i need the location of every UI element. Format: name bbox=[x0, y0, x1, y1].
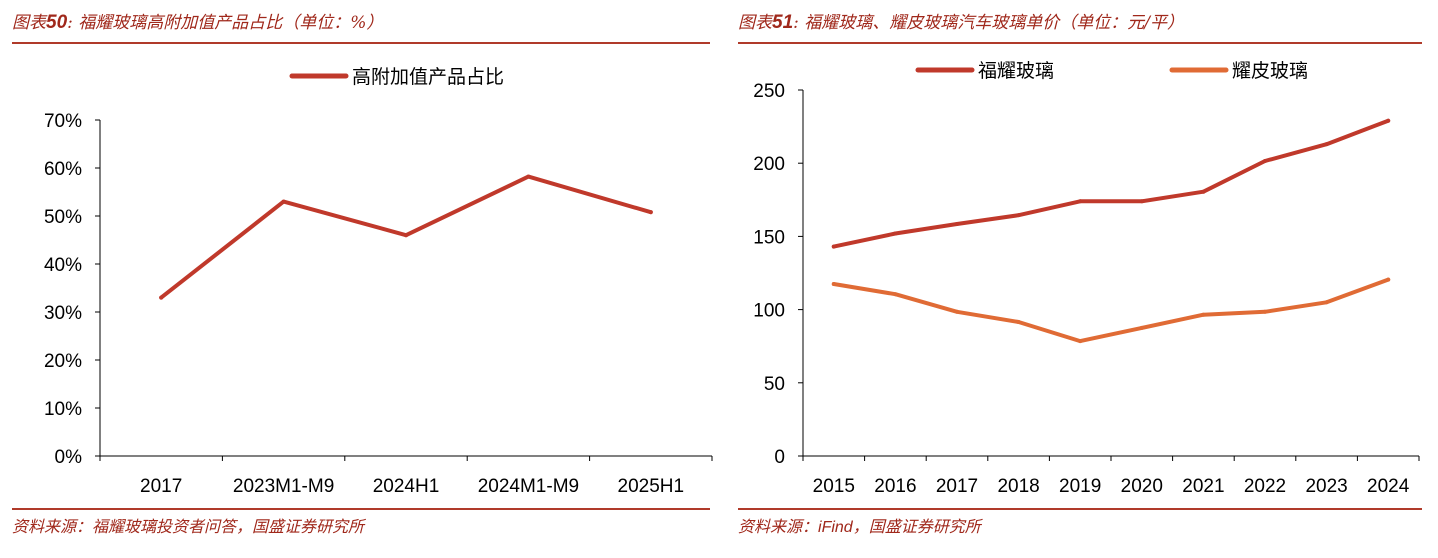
data-point bbox=[1201, 312, 1206, 317]
data-point bbox=[1386, 118, 1391, 123]
data-point bbox=[526, 174, 531, 179]
y-tick-label: 70% bbox=[44, 111, 82, 132]
y-tick-label: 100 bbox=[753, 301, 785, 322]
x-tick-label: 2018 bbox=[997, 476, 1039, 497]
data-point bbox=[1139, 199, 1144, 204]
y-tick-label: 200 bbox=[753, 154, 785, 175]
data-point bbox=[1016, 213, 1021, 218]
data-point bbox=[1263, 309, 1267, 314]
right-chart-panel: 图表51: 福耀玻璃、耀皮玻璃汽车玻璃单价（单位：元/平） 0 50 100 150 2… bbox=[726, 0, 1438, 558]
data-point bbox=[1201, 189, 1206, 194]
y-tick-label: 40% bbox=[44, 255, 82, 276]
source-rule bbox=[12, 508, 710, 510]
high-value-share-line-chart: 0% 10% 20% 30% 40% 50% 60% 70% 2017 2023M1-M9 2024… bbox=[44, 66, 713, 497]
data-point bbox=[648, 210, 653, 215]
source-note: 资料来源：iFind，国盛证券研究所 bbox=[738, 513, 981, 537]
x-tick-label: 2025H1 bbox=[618, 476, 685, 497]
y-tick-label: 150 bbox=[753, 227, 785, 248]
data-point bbox=[159, 295, 164, 300]
caption-number: 50 bbox=[46, 12, 68, 33]
chart-caption: 图表50: 福耀玻璃高附加值产品占比（单位：%） bbox=[12, 8, 383, 34]
caption-text: : 福耀玻璃高附加值产品占比（单位：%） bbox=[67, 13, 384, 33]
data-point bbox=[404, 233, 408, 238]
source-note: 资料来源：福耀玻璃投资者问答，国盛证券研究所 bbox=[12, 517, 365, 536]
source-prefix: 资料来源： bbox=[738, 517, 819, 536]
x-tick-label: 2015 bbox=[813, 476, 855, 497]
data-point bbox=[1263, 159, 1267, 164]
caption-number: 51 bbox=[772, 12, 794, 33]
source-rule bbox=[738, 508, 1422, 510]
data-point bbox=[281, 199, 286, 204]
data-point bbox=[955, 221, 959, 226]
data-point bbox=[831, 281, 836, 286]
y-tick-label: 60% bbox=[44, 159, 82, 180]
y-tick-label: 10% bbox=[44, 399, 82, 420]
x-tick-label: 2022 bbox=[1244, 476, 1286, 497]
x-tick-label: 2024M1-M9 bbox=[478, 476, 579, 497]
x-tick-label: 2017 bbox=[936, 476, 978, 497]
y-tick-label: 30% bbox=[44, 303, 82, 324]
data-point bbox=[1139, 325, 1144, 330]
caption-prefix: 图表 bbox=[738, 13, 772, 33]
x-tick-label: 2021 bbox=[1182, 476, 1224, 497]
data-point bbox=[1324, 300, 1329, 305]
caption-text: : 福耀玻璃、耀皮玻璃汽车玻璃单价（单位：元/平） bbox=[793, 13, 1184, 33]
x-tick-label: 2023 bbox=[1305, 476, 1347, 497]
x-tick-label: 2023M1-M9 bbox=[233, 476, 334, 497]
data-point bbox=[1078, 339, 1083, 344]
left-chart-panel: 图表50: 福耀玻璃高附加值产品占比（单位：%） 0% 10% 20% 30% 40% 5… bbox=[0, 0, 713, 558]
data-point bbox=[893, 292, 898, 297]
data-point bbox=[955, 309, 959, 314]
caption-rule bbox=[12, 42, 710, 44]
x-tick-label: 2024 bbox=[1367, 476, 1410, 497]
series-line-1 bbox=[831, 118, 1391, 249]
data-point bbox=[1078, 199, 1083, 204]
y-tick-label: 50 bbox=[764, 374, 785, 395]
data-point bbox=[1016, 320, 1021, 325]
caption-rule bbox=[738, 42, 1422, 44]
source-ifind: iFind bbox=[818, 519, 853, 536]
y-tick-label: 250 bbox=[753, 81, 785, 102]
x-tick-label: 2017 bbox=[140, 476, 182, 497]
y-tick-label: 0 bbox=[774, 447, 785, 468]
legend-label: 耀皮玻璃 bbox=[1232, 60, 1308, 82]
x-tick-label: 2016 bbox=[874, 476, 916, 497]
legend-label: 福耀玻璃 bbox=[978, 60, 1054, 82]
legend-label: 高附加值产品占比 bbox=[352, 66, 504, 88]
x-tick-label: 2020 bbox=[1121, 476, 1163, 497]
y-tick-label: 50% bbox=[44, 207, 82, 228]
source-suffix: ，国盛证券研究所 bbox=[852, 517, 981, 536]
chart-caption: 图表51: 福耀玻璃、耀皮玻璃汽车玻璃单价（单位：元/平） bbox=[738, 8, 1184, 34]
caption-prefix: 图表 bbox=[12, 13, 46, 33]
glass-unit-price-line-chart: 0 50 100 150 200 250 2015 2016 2017 2018 2019 2020 2… bbox=[753, 60, 1420, 497]
series-line-2 bbox=[831, 277, 1391, 344]
y-tick-label: 20% bbox=[44, 351, 82, 372]
x-tick-label: 2019 bbox=[1059, 476, 1101, 497]
data-point bbox=[893, 231, 898, 236]
data-point bbox=[1324, 142, 1329, 147]
y-tick-label: 0% bbox=[55, 447, 83, 468]
data-point bbox=[831, 244, 836, 249]
x-tick-label: 2024H1 bbox=[373, 476, 440, 497]
data-point bbox=[1386, 277, 1391, 282]
